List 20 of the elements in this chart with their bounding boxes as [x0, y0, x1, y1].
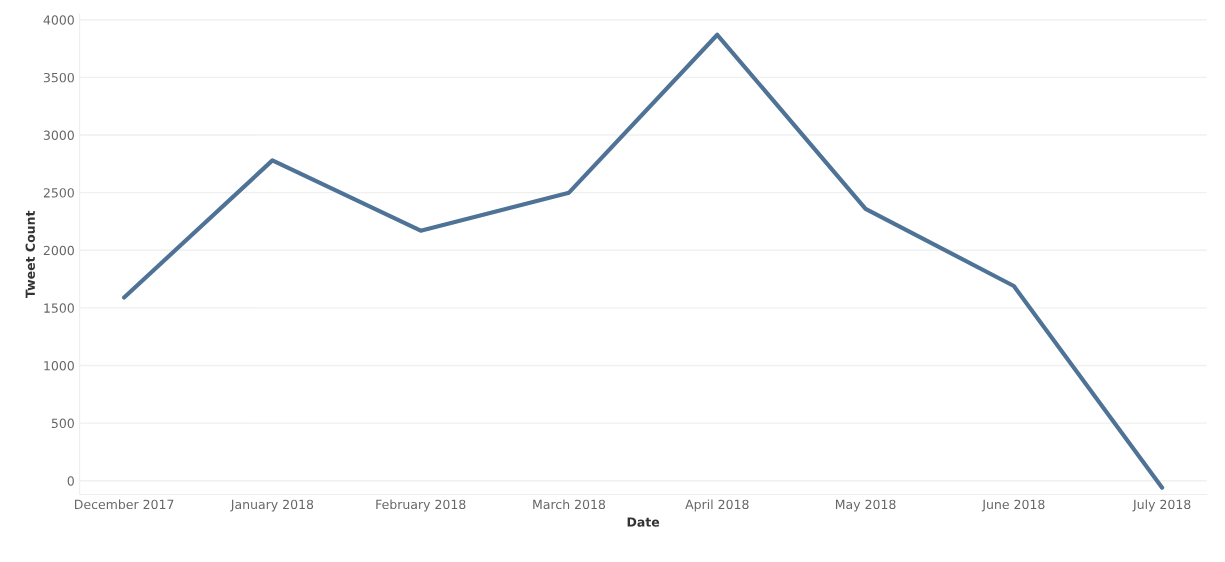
x-tick-label: March 2018: [533, 499, 606, 510]
x-tick-label: December 2017: [75, 499, 174, 510]
y-tick-label: 4000: [43, 15, 74, 25]
x-tick-label: June 2018: [981, 499, 1045, 512]
y-tick-label: 1000: [44, 360, 74, 371]
x-tick-label: February 2018: [376, 499, 466, 512]
y-tick-label: 2500: [43, 188, 74, 198]
x-axis-title: Date: [627, 517, 660, 527]
x-tick-label: May 2018: [835, 499, 896, 512]
y-tick-label: 500: [51, 418, 74, 429]
line-series: [122, 32, 1165, 490]
x-tick-label: January 2018: [230, 499, 314, 512]
y-tick-label: 1500: [44, 303, 74, 313]
y-tick-label: 0: [67, 476, 74, 486]
y-axis-title: Tweet Count: [25, 210, 35, 298]
x-tick-label: April 2018: [685, 499, 749, 512]
y-tick-label: 2000: [43, 245, 74, 256]
x-tick-label: July 2018: [1132, 499, 1191, 512]
y-tick-label: 3500: [43, 72, 74, 83]
y-tick-label: 3000: [43, 130, 74, 140]
